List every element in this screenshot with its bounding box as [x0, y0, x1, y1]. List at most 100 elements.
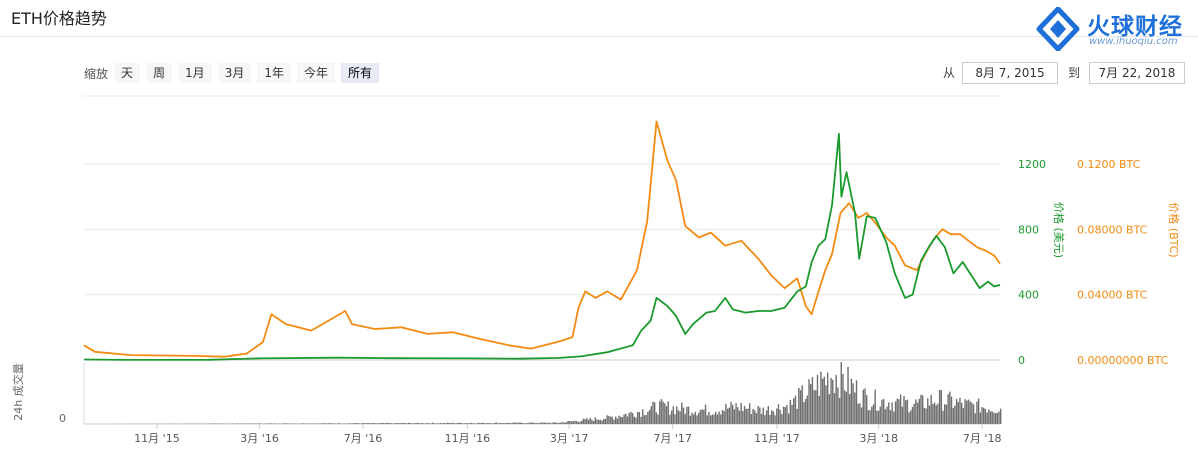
volume-bar — [625, 413, 627, 424]
btc-tick-label: 0.04000 BTC — [1077, 289, 1148, 302]
volume-bar — [687, 406, 690, 424]
zoom-button-ytd[interactable]: 今年 — [296, 63, 335, 83]
volume-bar — [564, 422, 566, 424]
volume-bar — [633, 416, 635, 424]
volume-bar — [745, 408, 747, 424]
volume-bar — [440, 422, 442, 424]
volume-bar — [640, 416, 642, 424]
range-from-input[interactable]: 8月 7, 2015 — [962, 62, 1058, 84]
volume-bar — [599, 419, 602, 424]
volume-bar — [508, 422, 510, 424]
volume-bar — [692, 414, 695, 424]
volume-bar — [806, 395, 809, 424]
volume-bar — [379, 423, 381, 424]
volume-bar — [986, 412, 988, 424]
volume-bar — [428, 423, 430, 424]
volume-bar — [621, 417, 624, 424]
volume-bar — [562, 422, 564, 424]
volume-bar — [933, 402, 936, 424]
volume-bar — [786, 405, 788, 424]
zoom-button-day[interactable]: 天 — [114, 63, 141, 83]
volume-bar — [905, 400, 907, 424]
volume-bar — [338, 423, 340, 424]
volume-bar — [843, 390, 846, 424]
volume-bar — [767, 406, 770, 424]
volume-bar — [765, 410, 768, 424]
volume-bar — [455, 423, 457, 424]
volume-bar — [414, 423, 417, 424]
volume-bar — [611, 416, 613, 424]
volume-bar — [932, 403, 934, 424]
volume-bar — [385, 422, 388, 424]
volume-bar — [250, 423, 252, 424]
volume-bar — [572, 421, 574, 424]
volume-bar — [370, 423, 373, 424]
volume-bar — [769, 414, 771, 424]
range-from-label: 从 — [943, 66, 956, 80]
range-to-input[interactable]: 7月 22, 2018 — [1089, 62, 1185, 84]
volume-bar — [514, 422, 517, 424]
volume-bar — [850, 378, 853, 424]
volume-bar — [911, 406, 914, 424]
x-tick-label: 7月 '16 — [344, 432, 383, 445]
volume-bar — [730, 401, 732, 424]
volume-bar — [928, 405, 931, 424]
volume-bar — [799, 390, 802, 424]
volume-bar — [367, 422, 369, 424]
volume-bar — [816, 374, 819, 424]
volume-bar — [363, 423, 366, 424]
volume-bar — [935, 405, 937, 424]
volume-bar — [676, 406, 678, 424]
volume-bar — [976, 401, 978, 424]
x-tick-label: 3月 '16 — [240, 432, 279, 445]
volume-bar — [642, 409, 644, 424]
zoom-label: 缩放 — [84, 66, 109, 81]
volume-bar — [701, 409, 703, 424]
volume-bar — [762, 407, 764, 424]
volume-bar — [652, 401, 654, 424]
volume-bar — [726, 408, 729, 424]
volume-bar — [728, 407, 730, 424]
volume-axis-title: 24h 成交量 — [11, 363, 25, 420]
volume-bar — [798, 387, 800, 424]
volume-bar — [345, 423, 347, 424]
volume-bar — [411, 423, 413, 424]
volume-bar — [818, 395, 820, 424]
volume-bar — [860, 407, 863, 424]
volume-bar — [876, 410, 878, 424]
zoom-button-3-months[interactable]: 3月 — [217, 63, 252, 83]
volume-bar — [686, 406, 688, 424]
volume-bar — [424, 423, 427, 424]
zoom-button-all[interactable]: 所有 — [340, 63, 379, 83]
volume-bar — [380, 423, 383, 424]
volume-bar — [540, 422, 542, 424]
volume-bar — [513, 422, 515, 424]
zoom-button-1-month[interactable]: 1月 — [178, 63, 212, 83]
zoom-button-week[interactable]: 周 — [146, 63, 173, 83]
volume-bar — [938, 390, 941, 424]
volume-bar — [862, 389, 864, 424]
volume-bar — [718, 411, 720, 424]
volume-bar — [716, 414, 719, 424]
volume-bar — [469, 423, 471, 424]
volume-bar — [945, 404, 948, 424]
volume-bar — [810, 384, 812, 424]
volume-bar — [591, 419, 593, 424]
volume-bar — [467, 423, 469, 424]
volume-bar — [884, 409, 887, 424]
volume-bar — [747, 408, 749, 424]
volume-bar — [636, 411, 639, 424]
volume-bar — [988, 409, 990, 424]
usd-tick-label: 0 — [1018, 354, 1025, 367]
volume-bar — [608, 415, 610, 424]
volume-bar — [930, 394, 932, 424]
zoom-button-1-year[interactable]: 1年 — [257, 63, 291, 83]
volume-bar — [871, 406, 873, 424]
volume-bar — [894, 401, 897, 424]
volume-bar — [949, 391, 951, 424]
volume-bar — [384, 423, 386, 424]
volume-bar — [523, 423, 525, 424]
volume-bar — [463, 423, 466, 424]
volume-bar — [491, 423, 493, 424]
volume-bar — [691, 412, 693, 424]
